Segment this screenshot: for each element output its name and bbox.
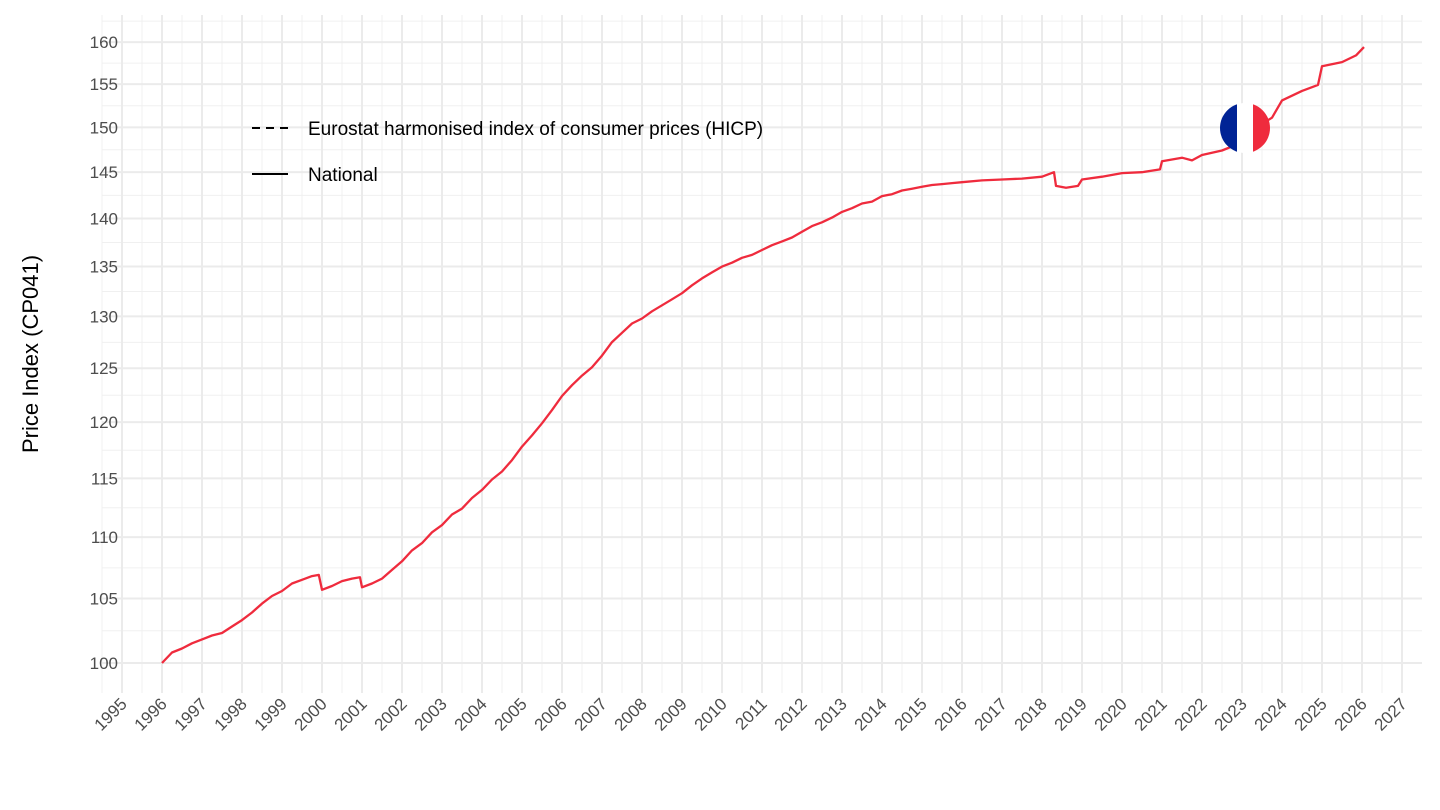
x-tick-label: 2000 bbox=[291, 694, 331, 734]
y-tick-label: 120 bbox=[90, 413, 118, 432]
x-tick-label: 2016 bbox=[931, 694, 971, 734]
x-tick-label: 1999 bbox=[251, 694, 291, 734]
x-tick-label: 2012 bbox=[771, 694, 811, 734]
x-tick-label: 2004 bbox=[451, 694, 491, 734]
flag-red-stripe bbox=[1253, 103, 1270, 153]
x-tick-label: 2020 bbox=[1091, 694, 1131, 734]
y-tick-label: 150 bbox=[90, 118, 118, 137]
y-tick-label: 100 bbox=[90, 654, 118, 673]
x-tick-label: 2006 bbox=[531, 694, 571, 734]
x-tick-label: 1995 bbox=[91, 694, 131, 734]
flag-blue-stripe bbox=[1220, 103, 1237, 153]
y-tick-label: 135 bbox=[90, 258, 118, 277]
x-tick-label: 2022 bbox=[1171, 694, 1211, 734]
legend-label-national: National bbox=[308, 165, 378, 186]
flag-white-stripe bbox=[1237, 103, 1253, 153]
x-tick-label: 2019 bbox=[1051, 694, 1091, 734]
y-tick-label: 105 bbox=[90, 590, 118, 609]
france-flag-icon bbox=[1220, 103, 1270, 153]
x-tick-label: 1998 bbox=[211, 694, 251, 734]
y-tick-label: 130 bbox=[90, 307, 118, 326]
x-tick-label: 2027 bbox=[1371, 694, 1411, 734]
legend-label-hicp: Eurostat harmonised index of consumer pr… bbox=[308, 119, 763, 140]
y-tick-label: 115 bbox=[91, 469, 118, 488]
x-tick-label: 2007 bbox=[571, 694, 611, 734]
x-tick-label: 2018 bbox=[1011, 694, 1051, 734]
x-tick-label: 2023 bbox=[1211, 694, 1251, 734]
x-tick-label: 2013 bbox=[811, 694, 851, 734]
x-tick-label: 1997 bbox=[171, 694, 211, 734]
series-line-national bbox=[161, 46, 1365, 664]
x-tick-label: 2017 bbox=[971, 694, 1011, 734]
x-tick-label: 2024 bbox=[1251, 694, 1291, 734]
x-tick-label: 2002 bbox=[371, 694, 411, 734]
x-tick-label: 2011 bbox=[732, 694, 771, 733]
grid bbox=[101, 15, 1422, 693]
x-tick-label: 2025 bbox=[1291, 694, 1331, 734]
x-tick-label: 2014 bbox=[851, 694, 891, 734]
x-tick-label: 2005 bbox=[491, 694, 531, 734]
y-tick-label: 140 bbox=[90, 210, 118, 229]
legend: Eurostat harmonised index of consumer pr… bbox=[252, 119, 763, 186]
x-tick-label: 1996 bbox=[131, 694, 171, 734]
y-tick-label: 145 bbox=[90, 163, 118, 182]
series-lines bbox=[161, 46, 1365, 664]
x-tick-label: 2009 bbox=[651, 694, 691, 734]
y-tick-label: 125 bbox=[90, 359, 118, 378]
x-tick-label: 2026 bbox=[1331, 694, 1371, 734]
x-tick-label: 2001 bbox=[331, 694, 371, 734]
y-tick-label: 155 bbox=[90, 75, 118, 94]
y-tick-label: 160 bbox=[90, 33, 118, 52]
x-tick-label: 2015 bbox=[891, 694, 931, 734]
y-axis-ticks: 100 105 110 115 120 125 130 135 140 145 150 155 160 bbox=[90, 33, 118, 673]
x-tick-label: 2010 bbox=[691, 694, 731, 734]
x-tick-label: 2003 bbox=[411, 694, 451, 734]
y-axis-label: Price Index (CP041) bbox=[18, 255, 43, 453]
x-axis-ticks: 1995 1996 1997 1998 1999 2000 2001 2002 2003 2004… bbox=[91, 694, 1411, 734]
x-tick-label: 2021 bbox=[1131, 694, 1171, 734]
y-tick-label: 110 bbox=[91, 528, 118, 547]
x-tick-label: 2008 bbox=[611, 694, 651, 734]
